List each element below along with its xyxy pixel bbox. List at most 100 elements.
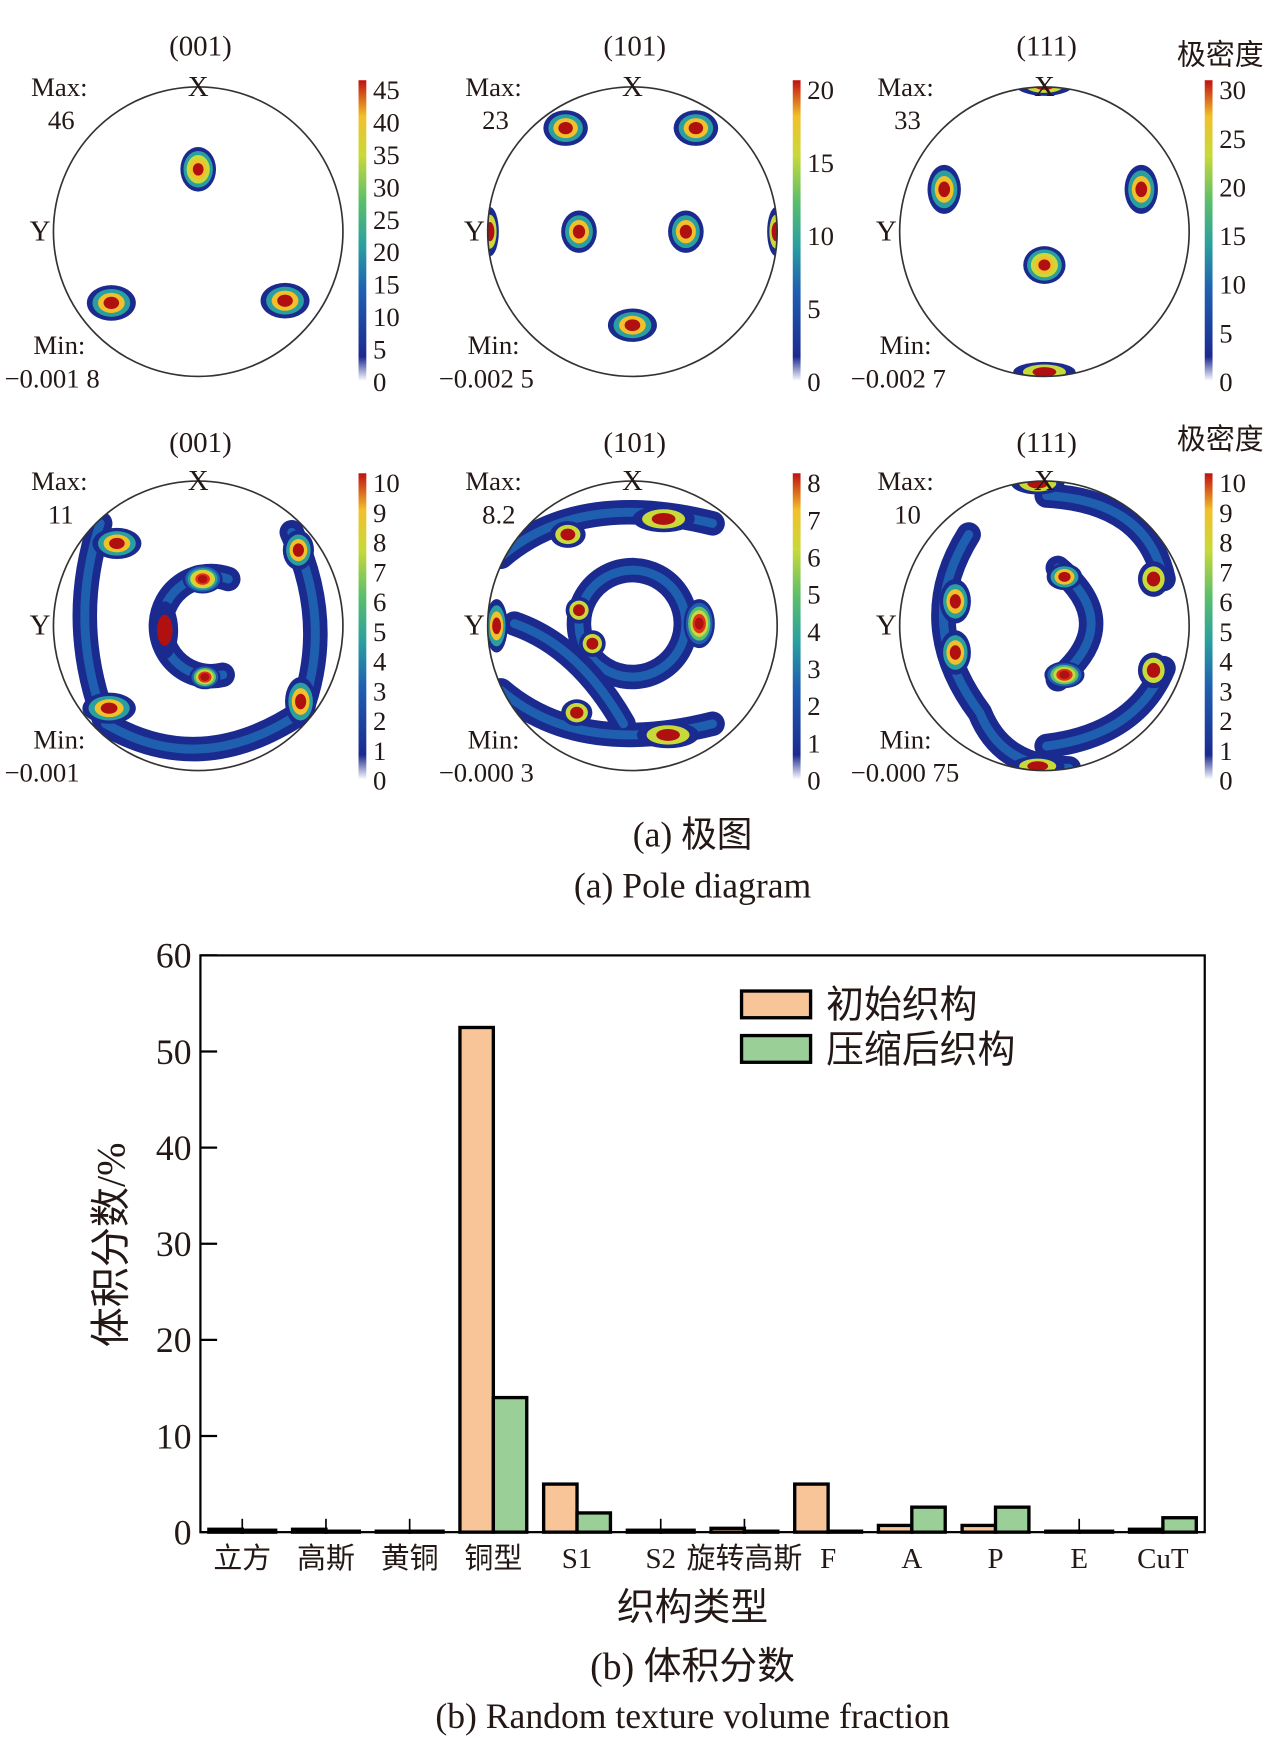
bar-compressed xyxy=(742,1529,780,1534)
axis-x-label: X xyxy=(188,465,209,497)
texture-contour xyxy=(295,693,307,710)
colorbar-tick: 25 xyxy=(373,205,400,235)
bar-initial xyxy=(625,1528,663,1534)
colorbar-tick: 20 xyxy=(1219,172,1246,202)
colorbar-tick: 25 xyxy=(1219,124,1246,154)
bar-initial xyxy=(1127,1527,1165,1534)
bar-initial xyxy=(793,1482,830,1534)
min-label: Min: xyxy=(468,724,520,754)
colorbar-tick: 0 xyxy=(807,765,820,795)
texture-contour xyxy=(277,294,293,307)
colorbar-tick: 1 xyxy=(373,736,386,766)
texture-contour xyxy=(1024,86,1065,93)
bar-initial xyxy=(960,1523,998,1534)
colorbar-tick: 0 xyxy=(1219,765,1232,795)
colorbar-tick: 10 xyxy=(1219,468,1246,498)
colorbar-tick: 10 xyxy=(373,468,400,498)
colorbar-tick: 35 xyxy=(373,140,400,170)
colorbar-tick: 10 xyxy=(1219,270,1246,300)
pole-title: (111) xyxy=(1016,31,1077,63)
x-tick-label: 高斯 xyxy=(297,1543,355,1575)
colorbar-tick: 1 xyxy=(807,728,820,758)
bar-initial xyxy=(207,1527,244,1534)
min-value: −0.001 8 xyxy=(4,364,99,394)
min-value: −0.000 3 xyxy=(439,758,534,788)
colorbar-tick: 3 xyxy=(373,676,386,706)
colorbar-tick: 20 xyxy=(807,75,834,105)
x-tick-label: 黄铜 xyxy=(381,1543,439,1575)
texture-contour xyxy=(200,673,210,681)
pole-circle xyxy=(52,480,344,772)
axis-x-label: X xyxy=(622,465,643,497)
texture-contour xyxy=(570,706,584,719)
x-tick-label: S1 xyxy=(562,1543,593,1575)
y-tick-label: 60 xyxy=(156,936,192,976)
texture-contour xyxy=(156,614,173,646)
bar-compressed xyxy=(575,1511,613,1534)
axis-y-label: Y xyxy=(30,610,51,642)
colorbar-tick: 6 xyxy=(373,587,386,617)
max-value: 10 xyxy=(894,499,921,529)
texture-contour xyxy=(586,637,599,650)
bar-initial xyxy=(290,1527,328,1534)
min-label: Min: xyxy=(880,330,932,360)
colorbar-tick: 8 xyxy=(1219,528,1232,558)
colorbar-tick: 3 xyxy=(807,654,820,684)
colorbar-tick: 4 xyxy=(807,617,820,647)
colorbar-tick: 10 xyxy=(373,302,400,332)
legend-label: 初始织构 xyxy=(826,985,977,1027)
y-tick-label: 50 xyxy=(156,1032,192,1072)
bar-chart: 0 10 20 30 40 50 60 立方 高斯 黄铜 铜型 S1 S2 旋转高斯 F A P E CuT 初始织构… xyxy=(156,936,1206,1575)
min-value: −0.002 5 xyxy=(439,364,534,394)
contours xyxy=(931,481,1176,771)
pole-circle xyxy=(52,86,344,378)
min-value: −0.000 75 xyxy=(851,758,960,788)
min-label: Min: xyxy=(33,724,85,754)
colorbar-tick: 2 xyxy=(1219,706,1232,736)
y-tick-label: 10 xyxy=(156,1416,192,1456)
bar-compressed xyxy=(491,1395,529,1534)
texture-contour xyxy=(573,604,585,617)
legend-swatch xyxy=(739,1033,813,1064)
pole-title: (001) xyxy=(169,31,232,63)
texture-contour xyxy=(679,224,693,239)
contours xyxy=(487,110,778,342)
colorbar-tick: 9 xyxy=(1219,498,1232,528)
x-tick-label: 旋转高斯 xyxy=(687,1543,803,1575)
max-label: Max: xyxy=(465,466,521,496)
bar-initial xyxy=(458,1025,496,1534)
bar-compressed xyxy=(407,1529,445,1534)
colorbar-tick: 5 xyxy=(373,334,386,364)
colorbar-tick: 1 xyxy=(1219,736,1232,766)
colorbar-tick: 6 xyxy=(1219,587,1232,617)
texture-contour xyxy=(1027,481,1049,489)
texture-contour xyxy=(1027,761,1049,771)
pole-caption-cn: (a) 极图 xyxy=(633,814,753,854)
bar-compressed xyxy=(993,1505,1031,1534)
colorbar-tick: 15 xyxy=(807,148,834,178)
colorbar xyxy=(358,473,367,780)
plot-frame xyxy=(199,954,1206,1534)
y-axis-label: 体积分数/% xyxy=(89,1142,134,1347)
max-label: Max: xyxy=(31,72,87,102)
max-value: 11 xyxy=(48,499,74,529)
pole-caption-en: (a) Pole diagram xyxy=(574,865,812,905)
texture-contour xyxy=(1146,571,1161,587)
legend-swatch xyxy=(739,989,813,1020)
pole-title: (101) xyxy=(603,31,666,63)
texture-contour xyxy=(1038,259,1051,271)
bar-initial xyxy=(1044,1529,1081,1534)
bar-compressed xyxy=(324,1529,362,1534)
colorbar-tick: 0 xyxy=(807,367,820,397)
bar-initial xyxy=(709,1526,747,1534)
contours xyxy=(927,86,1158,377)
axis-y-label: Y xyxy=(464,610,485,642)
chart-caption-cn: (b) 体积分数 xyxy=(590,1646,795,1688)
colorbar-tick: 8 xyxy=(373,528,386,558)
pole-panel: (001) X Y Max:46 Min: −0.001 8 454035302520151… xyxy=(4,31,399,397)
bar-compressed xyxy=(910,1505,947,1534)
texture-contour xyxy=(624,319,641,332)
pole-circle xyxy=(486,86,779,378)
